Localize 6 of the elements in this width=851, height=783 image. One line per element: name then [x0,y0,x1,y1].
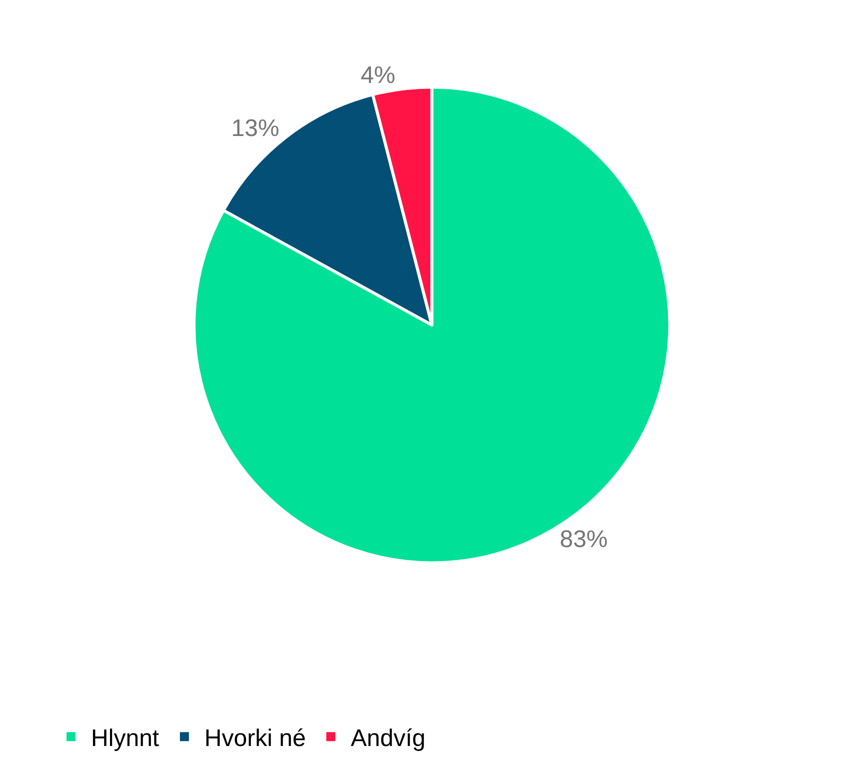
data-label: 13% [231,115,280,142]
data-label: 83% [560,526,608,554]
legend-label: Hlynnt [91,724,160,752]
legend-label: Hvorki né [204,724,306,752]
data-label: 4% [360,62,396,90]
legend-label: Andvíg [350,724,426,752]
